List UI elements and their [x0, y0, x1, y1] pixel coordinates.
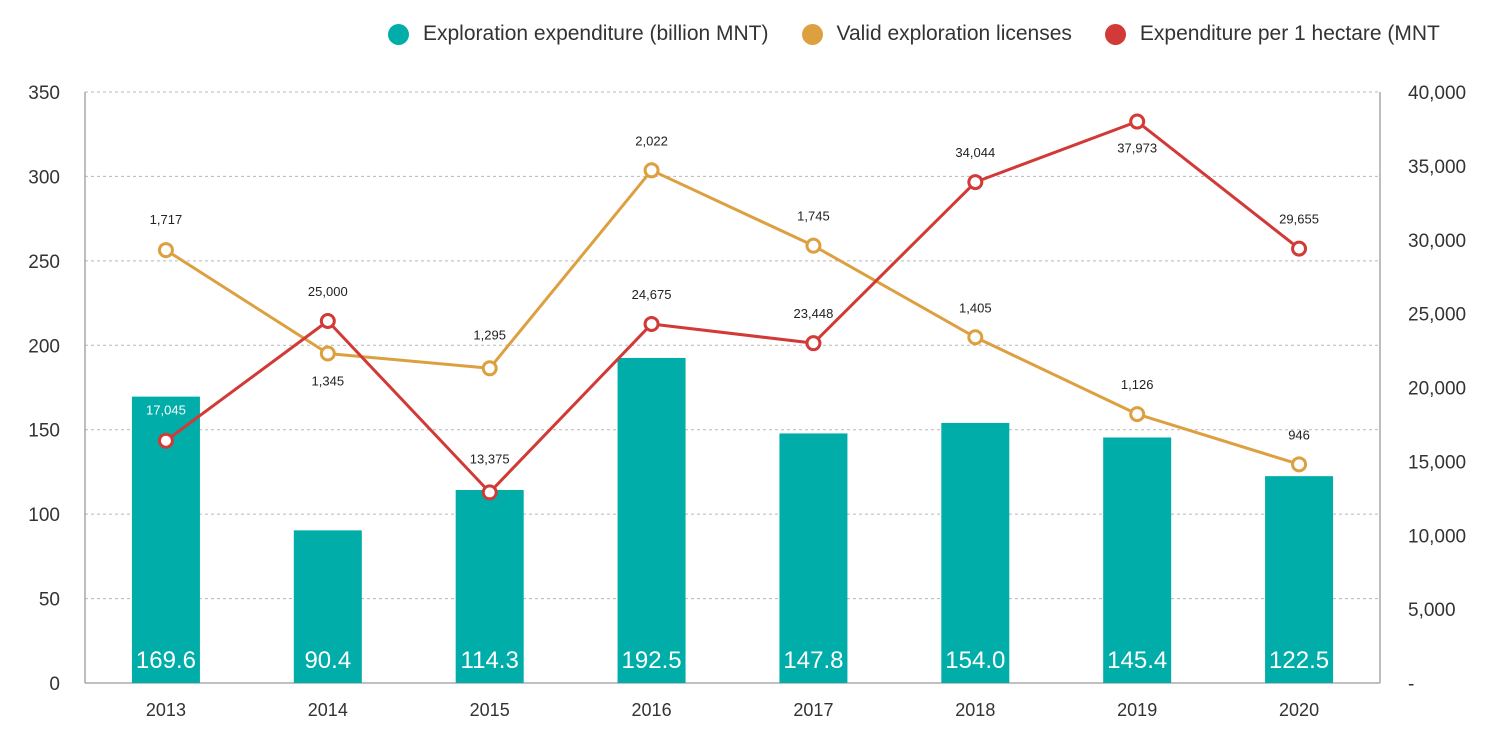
legend-swatch-per-hectare — [1104, 23, 1126, 45]
line-series-per-hectare: 17,045 25,000 13,375 24,675 23,448 34,044 37,9… — [146, 113, 1319, 501]
bar-value-label-2016: 192.5 — [622, 647, 682, 674]
chart-legend: Exploration expenditure (billion MNT) Va… — [388, 22, 1473, 46]
legend-item-licenses: Valid exploration licenses — [801, 22, 1072, 46]
point-per-hectare-2015 — [481, 484, 498, 501]
point-licenses-2013 — [157, 242, 174, 259]
y-left-tick-label-4: 200 — [28, 336, 60, 357]
data-labels-per-hectare: 17,045 25,000 13,375 24,675 23,448 34,044 37,9… — [146, 141, 1319, 467]
line-per-hectare — [165, 120, 1300, 494]
point-licenses-2019 — [1129, 406, 1146, 423]
y-right-tick-label-6: 30,000 — [1408, 231, 1466, 252]
data-label-per-hectare-2013: 17,045 — [146, 403, 186, 418]
line-series-licenses: 1,717 1,345 1,295 2,022 1,745 1,405 1,126 946 — [150, 133, 1310, 473]
legend-label-licenses: Valid exploration licenses — [836, 22, 1072, 45]
x-tick-label-2016: 2016 — [632, 700, 672, 720]
bar-series-expenditure — [131, 357, 1334, 683]
x-tick-label-2013: 2013 — [146, 700, 186, 720]
y-axis-left-ticks: 0 50 100 150 200 250 300 350 — [28, 83, 60, 695]
bar-2017 — [779, 433, 848, 683]
point-per-hectare-2020 — [1291, 240, 1308, 257]
bar-value-labels: 169.6 90.4 114.3 192.5 147.8 154.0 145.4 122.5 — [136, 647, 1329, 674]
bar-value-label-2018: 154.0 — [945, 647, 1005, 674]
x-tick-label-2020: 2020 — [1279, 700, 1319, 720]
bar-2016 — [617, 357, 686, 683]
data-label-licenses-2019: 1,126 — [1121, 377, 1154, 392]
legend-swatch-licenses — [801, 23, 823, 45]
y-left-tick-label-6: 300 — [28, 167, 60, 188]
point-licenses-2016 — [643, 162, 660, 179]
data-label-per-hectare-2014: 25,000 — [308, 284, 348, 299]
y-left-tick-label-5: 250 — [28, 252, 60, 273]
point-licenses-2020 — [1291, 456, 1308, 473]
data-label-per-hectare-2018: 34,044 — [955, 145, 995, 160]
bar-2018 — [941, 422, 1010, 683]
data-label-per-hectare-2019: 37,973 — [1117, 141, 1157, 156]
y-right-tick-label-5: 25,000 — [1408, 305, 1466, 326]
data-label-per-hectare-2020: 29,655 — [1279, 212, 1319, 227]
data-label-licenses-2017: 1,745 — [797, 209, 830, 224]
y-right-tick-label-3: 15,000 — [1408, 452, 1466, 473]
point-per-hectare-2016 — [643, 315, 660, 332]
legend-swatch-expenditure — [388, 23, 409, 45]
point-licenses-2014 — [319, 345, 336, 362]
bar-2014 — [293, 530, 362, 683]
x-axis-ticks: 2013 2014 2015 2016 2017 2018 2019 2020 — [146, 700, 1319, 720]
data-label-per-hectare-2016: 24,675 — [632, 287, 672, 302]
bar-value-label-2015: 114.3 — [461, 647, 519, 674]
y-left-tick-label-0: 0 — [49, 674, 60, 695]
point-per-hectare-2017 — [805, 335, 822, 352]
y-left-tick-label-1: 50 — [39, 590, 60, 611]
data-label-licenses-2013: 1,717 — [150, 212, 183, 227]
data-label-licenses-2015: 1,295 — [473, 327, 506, 342]
y-axis-right-ticks: - 5,000 10,000 15,000 20,000 25,000 30,000 35,0… — [1408, 83, 1466, 695]
bar-2015 — [455, 489, 524, 683]
gridlines — [85, 91, 1380, 600]
bar-value-label-2017: 147.8 — [783, 647, 843, 674]
x-tick-label-2014: 2014 — [308, 700, 348, 720]
x-tick-label-2015: 2015 — [470, 700, 510, 720]
y-left-tick-label-2: 100 — [28, 505, 60, 526]
legend-item-per-hectare: Expenditure per 1 hectare (MNT — [1104, 22, 1440, 46]
y-left-tick-label-3: 150 — [28, 421, 60, 442]
legend-label-per-hectare: Expenditure per 1 hectare (MNT — [1139, 22, 1440, 45]
y-right-tick-label-4: 20,000 — [1408, 379, 1466, 400]
data-label-licenses-2014: 1,345 — [312, 374, 345, 389]
data-label-per-hectare-2017: 23,448 — [794, 306, 834, 321]
point-licenses-2015 — [481, 360, 498, 377]
legend-item-expenditure: Exploration expenditure (billion MNT) — [388, 22, 769, 46]
x-tick-label-2018: 2018 — [955, 700, 995, 720]
y-right-tick-label-7: 35,000 — [1408, 157, 1466, 178]
x-tick-label-2017: 2017 — [793, 700, 833, 720]
point-licenses-2017 — [805, 237, 822, 254]
bar-2020 — [1265, 476, 1334, 683]
bar-value-label-2020: 122.5 — [1269, 647, 1329, 674]
y-left-tick-label-7: 350 — [28, 83, 60, 104]
data-label-licenses-2020: 946 — [1288, 427, 1310, 442]
bar-value-label-2013: 169.6 — [136, 647, 196, 674]
point-per-hectare-2018 — [967, 174, 984, 191]
point-licenses-2018 — [967, 329, 984, 346]
y-right-tick-label-8: 40,000 — [1408, 83, 1466, 104]
point-per-hectare-2014 — [319, 313, 336, 330]
data-label-licenses-2016: 2,022 — [635, 133, 668, 148]
point-per-hectare-2019 — [1129, 113, 1146, 130]
bar-value-label-2014: 90.4 — [304, 647, 351, 674]
y-right-tick-label-1: 5,000 — [1408, 600, 1456, 621]
data-label-licenses-2018: 1,405 — [959, 300, 992, 315]
data-label-per-hectare-2015: 13,375 — [470, 451, 510, 466]
line-licenses — [165, 168, 1300, 466]
x-tick-label-2019: 2019 — [1117, 700, 1157, 720]
legend-label-expenditure: Exploration expenditure (billion MNT) — [423, 22, 769, 45]
point-per-hectare-2013 — [157, 432, 174, 449]
data-labels-licenses: 1,717 1,345 1,295 2,022 1,745 1,405 1,126 946 — [150, 133, 1310, 442]
bar-2019 — [1103, 437, 1172, 683]
bar-value-label-2019: 145.4 — [1107, 647, 1167, 674]
y-right-tick-label-2: 10,000 — [1408, 526, 1466, 547]
y-right-tick-label-0: - — [1408, 674, 1414, 695]
